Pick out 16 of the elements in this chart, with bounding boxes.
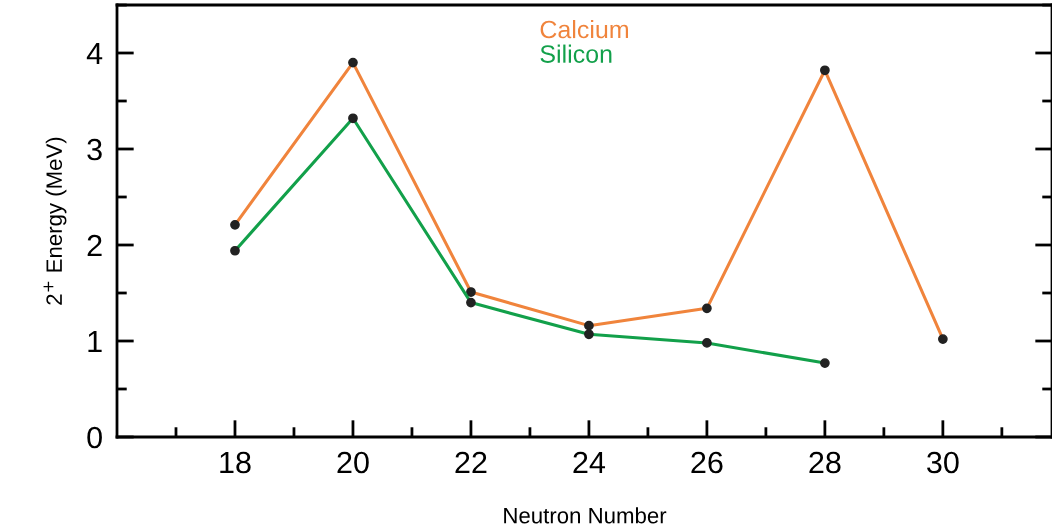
text: Calcium bbox=[540, 20, 628, 39]
y-tick-label: 3 bbox=[87, 138, 102, 161]
x-tick-label: 26 bbox=[691, 451, 723, 474]
y-tick-label: 0 bbox=[87, 426, 102, 449]
y-tick-label: 4 bbox=[86, 43, 103, 65]
x-tick-label: 18 bbox=[220, 451, 251, 474]
x-tick-label: 30 bbox=[927, 451, 959, 474]
x-axis-title: Neutron Number bbox=[504, 507, 667, 524]
y-axis-title: 2$^{+}$ Energy (MeV) bbox=[43, 137, 67, 305]
x-tick-label: 20 bbox=[337, 451, 369, 474]
text: Silicon bbox=[540, 44, 612, 63]
y-tick-label: 2 bbox=[87, 234, 102, 257]
x-tick-label: 22 bbox=[455, 451, 487, 474]
y-tick-label: 1 bbox=[88, 331, 102, 353]
x-tick-label: 28 bbox=[809, 451, 841, 474]
x-tick-label: 24 bbox=[573, 451, 606, 474]
